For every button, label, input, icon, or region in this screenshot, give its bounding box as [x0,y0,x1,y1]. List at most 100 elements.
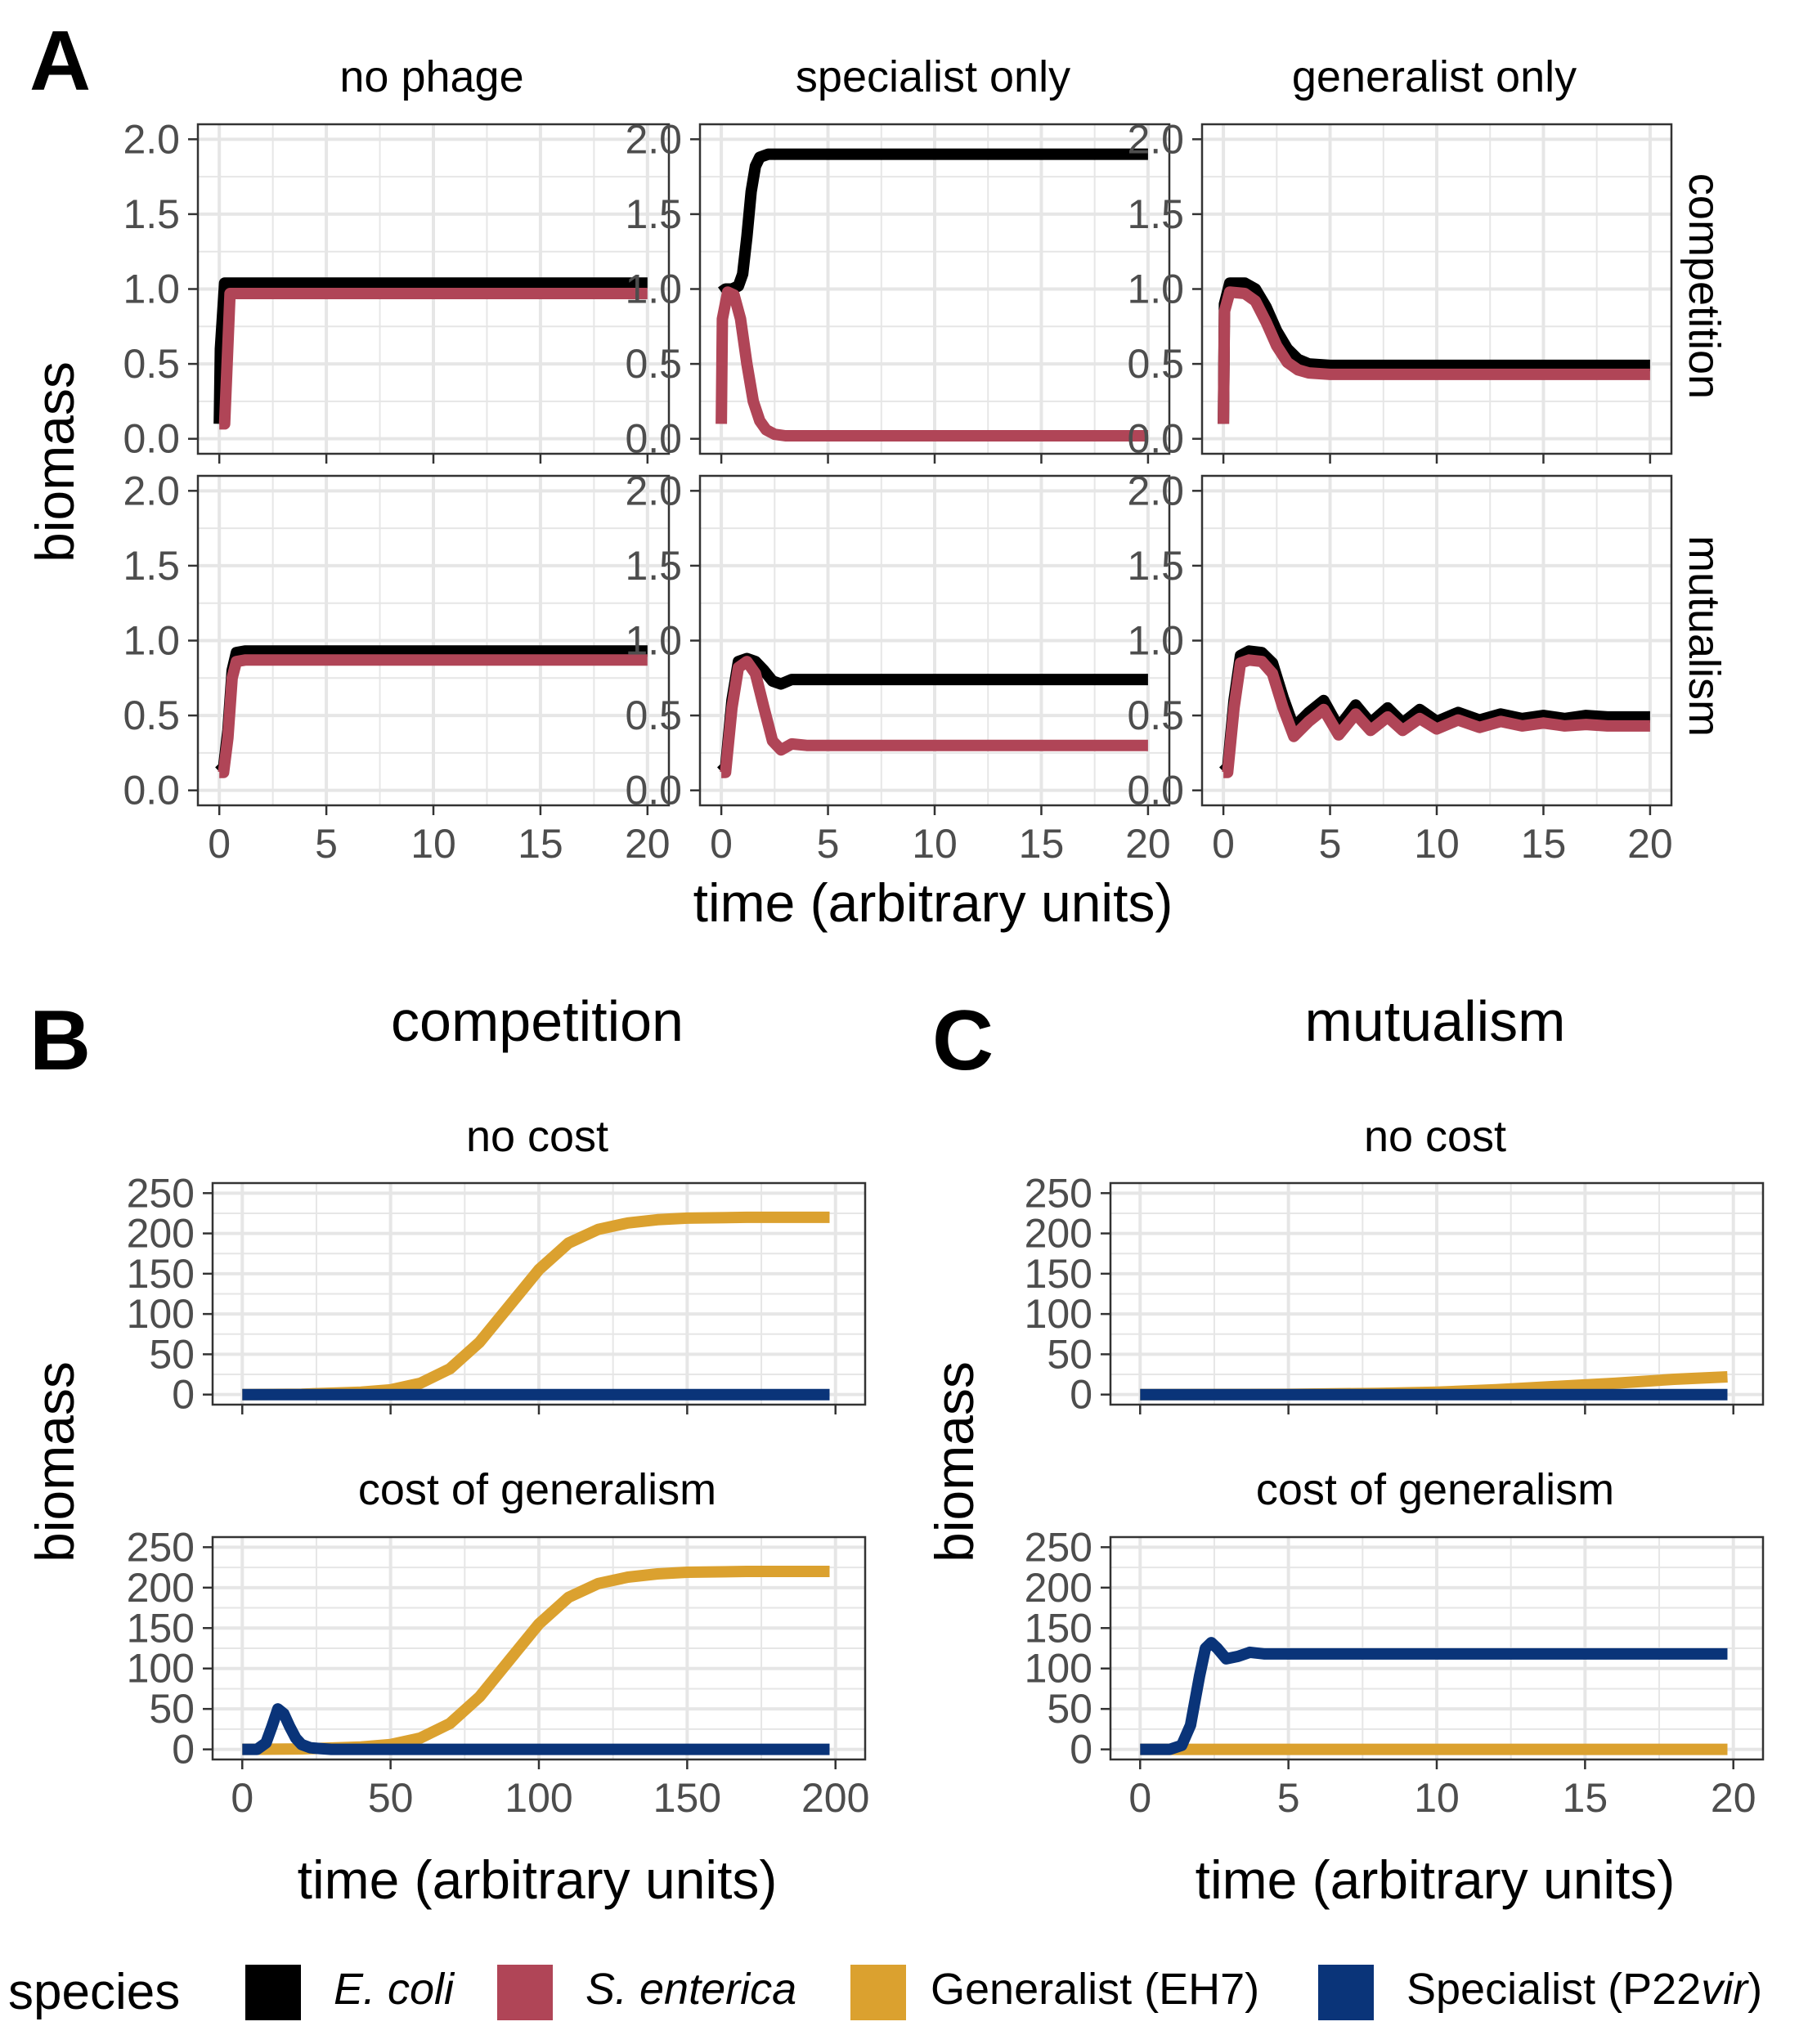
y-tick-label: 100 [127,1646,195,1692]
y-tick-label: 1.5 [1127,191,1184,237]
x-tick-label: 200 [801,1775,869,1821]
panel-b-ylabel: biomass [25,1361,85,1562]
y-tick-label: 2.0 [123,468,180,513]
y-tick-label: 0.0 [625,768,682,814]
y-tick-label: 250 [127,1170,195,1216]
y-tick-label: 200 [127,1565,195,1611]
legend-label-s-enterica: S. enterica [585,1965,796,2014]
legend-label-generalist: Generalist (EH7) [931,1965,1259,2014]
facet-col-specialist-only: specialist only [796,52,1070,101]
plot-panel-a-4: 0.0 0.5 1.0 1.5 2.0 0 5 10 15 20 [625,468,1170,867]
y-tick-label: 0.0 [625,416,682,462]
y-tick-label: 50 [1047,1686,1092,1732]
series-line-s-enterica [1218,286,1650,424]
x-tick-label: 5 [817,821,840,867]
y-tick-label: 0.0 [1127,768,1184,814]
panel-b-subtitle-cost: cost of generalism [358,1465,716,1514]
x-tick-label: 0 [710,821,733,867]
y-tick-label: 50 [149,1331,195,1377]
y-tick-label: 0.0 [123,768,180,814]
x-tick-label: 50 [368,1775,414,1821]
x-tick-label: 100 [505,1775,572,1821]
x-tick-label: 15 [1019,821,1065,867]
legend-label-e-coli: E. coli [334,1965,455,2014]
y-tick-label: 2.0 [625,468,682,513]
x-tick-label: 0 [231,1775,253,1821]
y-tick-label: 50 [1047,1331,1092,1377]
y-tick-label: 150 [127,1251,195,1297]
legend-label-specialist-main: Specialist (P22 [1406,1965,1701,2014]
y-tick-label: 1.0 [1127,618,1184,664]
facet-col-generalist-only: generalist only [1292,52,1577,101]
series-line-s-enterica [214,288,648,430]
x-tick-label: 20 [625,821,671,867]
panel-c-title: mutualism [1305,989,1566,1053]
plot-panel-a-1: 0.0 0.5 1.0 1.5 2.0 [625,116,1171,464]
series-line-s-enterica [716,286,1148,442]
y-tick-label: 1.0 [1127,267,1184,312]
y-tick-label: 0.5 [123,693,180,738]
y-tick-label: 1.5 [625,191,682,237]
series-line-s-enterica [1222,654,1650,778]
x-tick-label: 10 [912,821,958,867]
y-tick-label: 100 [127,1291,195,1337]
y-tick-label: 0 [172,1372,195,1418]
panel-c-ylabel: biomass [924,1361,985,1562]
panel-b-title: competition [391,989,684,1053]
legend-key-s-enterica [497,1965,553,2020]
x-tick-label: 0 [1212,821,1235,867]
panel-a-ylabel: biomass [25,361,85,563]
y-tick-label: 0.5 [123,341,180,387]
y-tick-label: 1.0 [625,267,682,312]
legend-key-e-coli [245,1965,301,2020]
y-tick-label: 0.5 [1127,341,1184,387]
panel-a-xlabel: time (arbitrary units) [693,872,1173,933]
y-tick-label: 0.0 [123,416,180,462]
y-tick-label: 100 [1025,1291,1092,1337]
x-tick-label: 5 [1319,821,1342,867]
y-tick-label: 0.0 [1127,416,1184,462]
legend-key-generalist [850,1965,906,2020]
panel-c-subtitle-cost: cost of generalism [1256,1465,1614,1514]
y-tick-label: 0 [1070,1372,1092,1418]
facet-row-competition: competition [1680,173,1729,399]
legend: species E. coli S. enterica Generalist (… [8,1964,1762,2020]
facet-col-no-phage: no phage [339,52,523,101]
y-tick-label: 50 [149,1686,195,1732]
y-tick-label: 0.5 [625,341,682,387]
facet-row-mutualism: mutualism [1680,536,1729,737]
y-tick-label: 0.5 [1127,693,1184,738]
series-line-specialist [1140,1637,1728,1755]
y-tick-label: 2.0 [1127,468,1184,513]
x-tick-label: 15 [1563,1775,1608,1821]
series-line-s-enterica [218,654,648,778]
panel-label-a: A [29,14,91,109]
plot-panels: 0.0 0.5 1.0 1.5 2.0 0.0 0.5 1.0 1.5 2.0 0.0 0.5 1.0 1… [123,116,1765,1821]
x-tick-label: 5 [1277,1775,1300,1821]
y-tick-label: 150 [127,1605,195,1651]
y-tick-label: 2.0 [123,116,180,162]
x-tick-label: 0 [208,821,231,867]
x-tick-label: 15 [518,821,563,867]
series-line-e-coli [213,277,648,424]
legend-label-specialist: Specialist (P22vir) [1406,1965,1762,2014]
x-tick-label: 150 [653,1775,721,1821]
y-tick-label: 0 [1070,1727,1092,1773]
series-line-s-enterica [720,656,1148,778]
y-tick-label: 1.5 [123,543,180,589]
legend-title: species [8,1964,180,2020]
x-tick-label: 10 [1414,821,1460,867]
panel-c-xlabel: time (arbitrary units) [1196,1849,1676,1910]
y-tick-label: 100 [1025,1646,1092,1692]
y-tick-label: 2.0 [625,116,682,162]
y-tick-label: 0.5 [625,693,682,738]
x-tick-label: 20 [1711,1775,1756,1821]
y-tick-label: 150 [1025,1605,1092,1651]
y-tick-label: 150 [1025,1251,1092,1297]
y-tick-label: 1.5 [123,191,180,237]
y-tick-label: 250 [1025,1524,1092,1570]
panel-c-subtitle-no-cost: no cost [1364,1112,1506,1161]
